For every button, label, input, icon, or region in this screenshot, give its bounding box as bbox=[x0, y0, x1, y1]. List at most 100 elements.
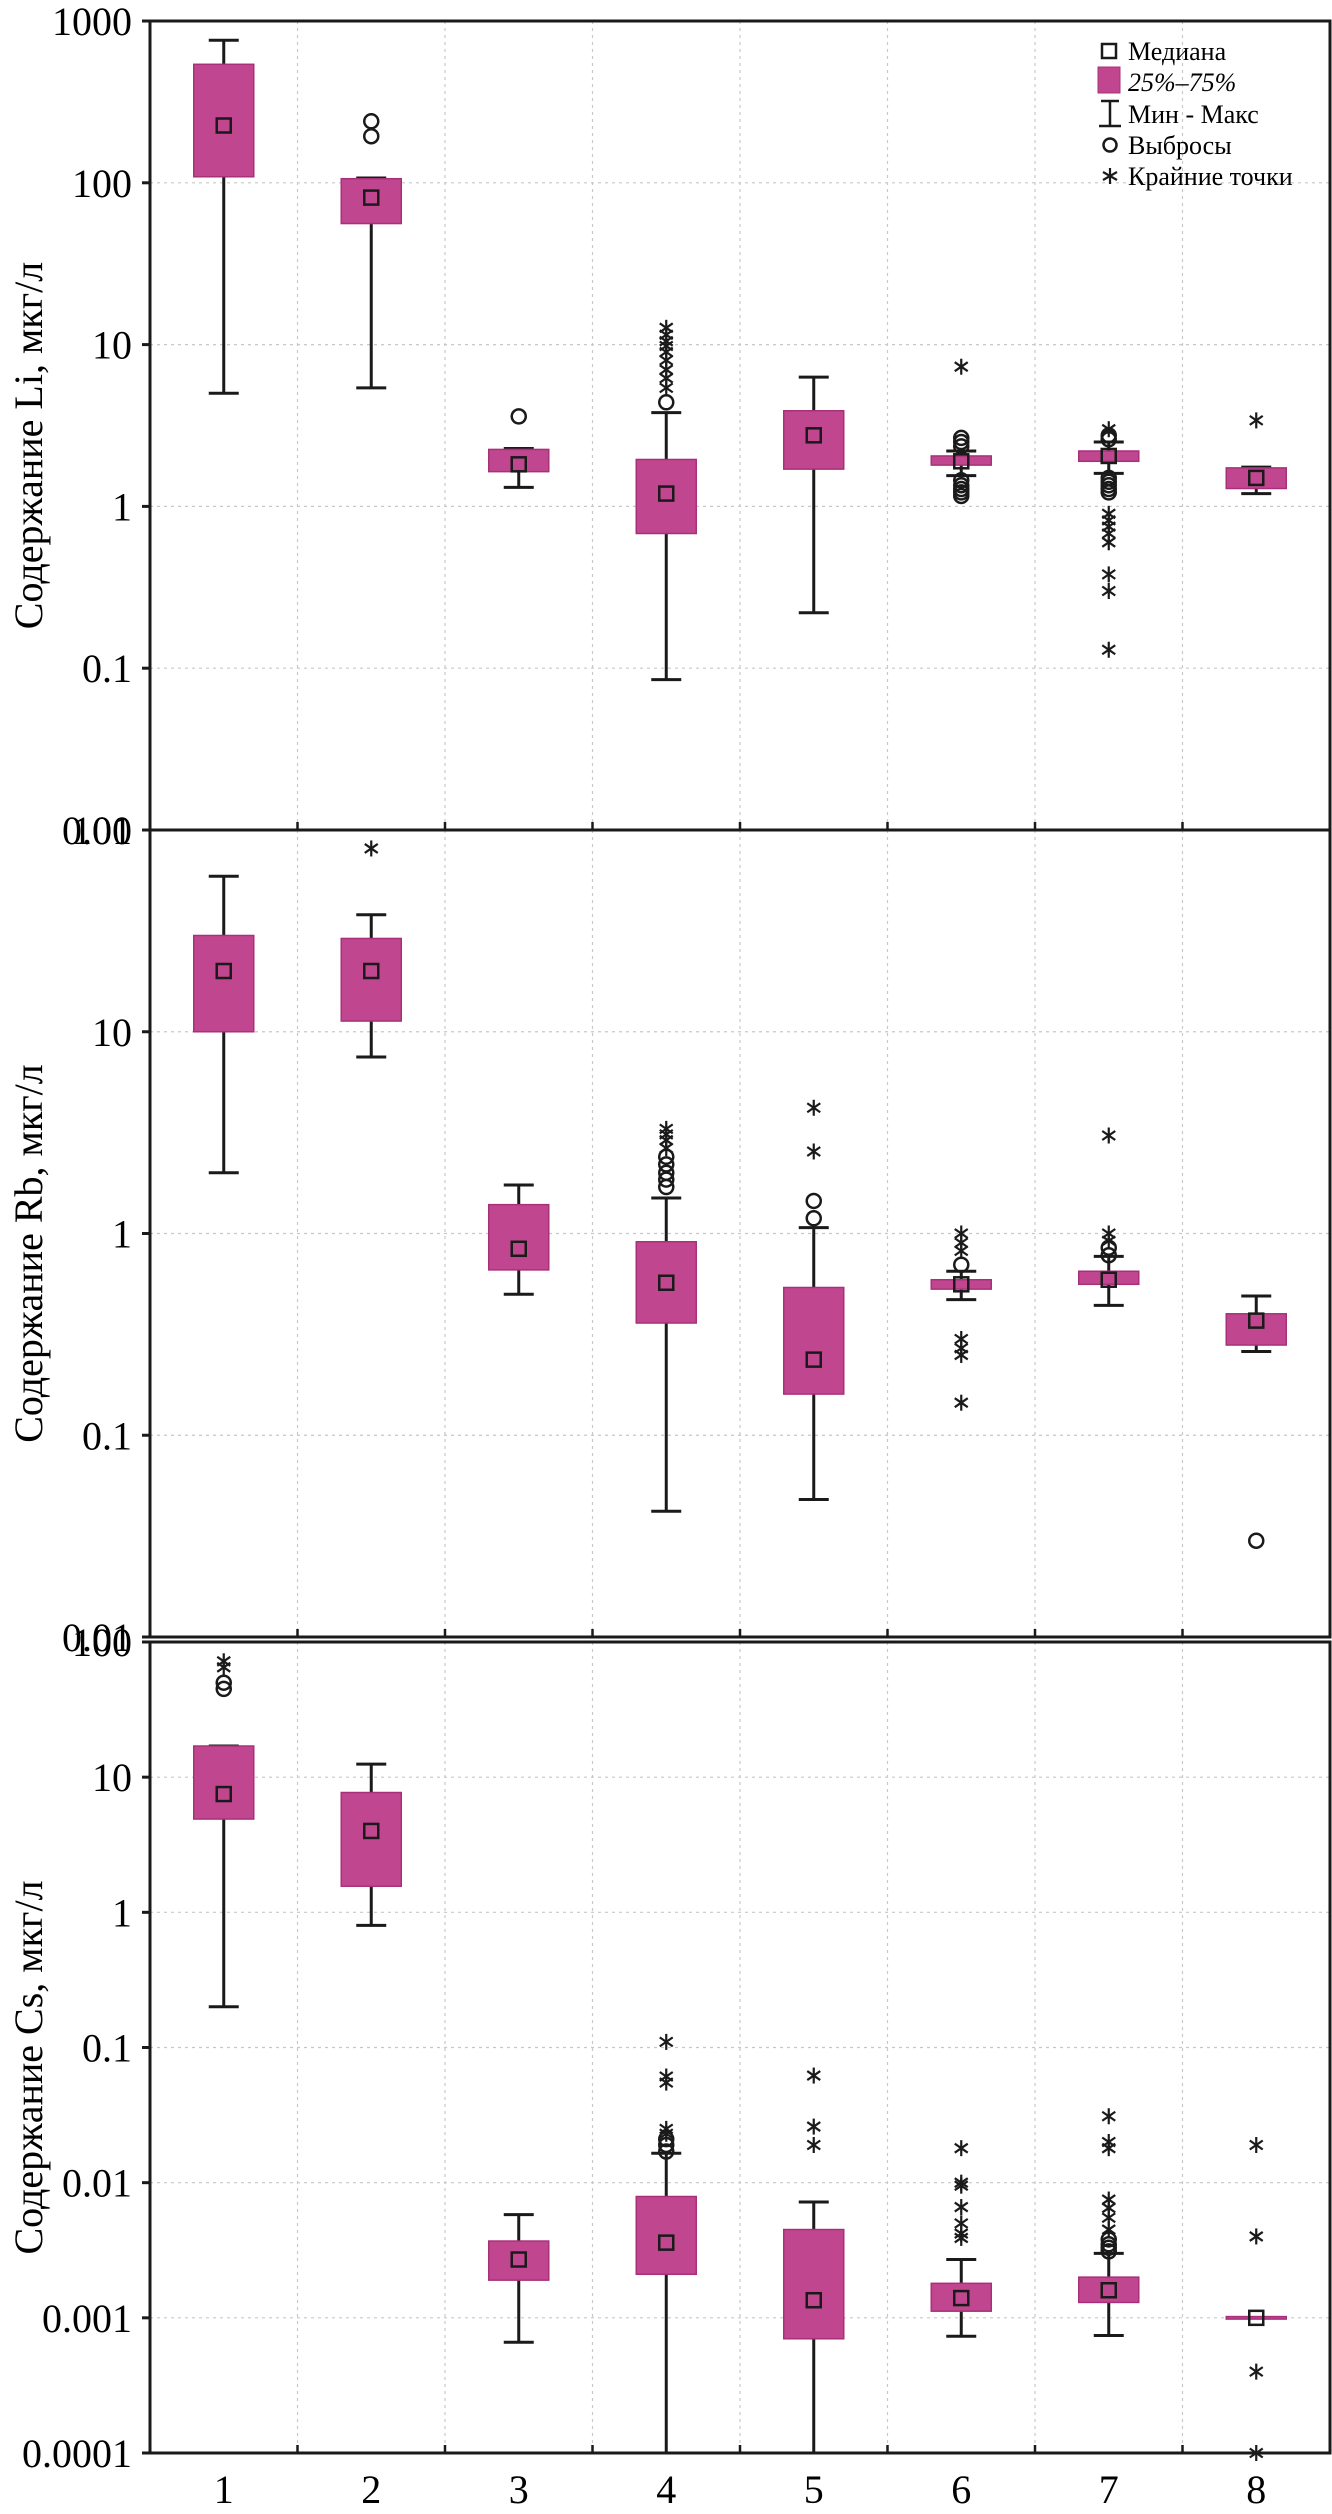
y-tick-label: 1 bbox=[112, 1212, 132, 1257]
asterisk-stroke bbox=[806, 2121, 821, 2132]
panel-2: 100 10 1 0.1 0.01 Содержание Rb, мкг/л bbox=[6, 808, 1332, 1660]
median-marker bbox=[658, 1274, 675, 1292]
y-tick-label: 0.1 bbox=[82, 2026, 132, 2071]
box-group-category-5 bbox=[783, 375, 845, 615]
asterisk-stroke bbox=[1101, 528, 1116, 539]
median-marker bbox=[953, 1276, 970, 1293]
outlier-point bbox=[805, 1210, 822, 1227]
extreme-point bbox=[1101, 641, 1116, 658]
extreme-point bbox=[806, 1099, 821, 1116]
x-category-label: 1 bbox=[214, 2467, 234, 2512]
median-marker bbox=[1248, 2309, 1265, 2327]
extreme-point bbox=[954, 2174, 969, 2191]
box-group-category-3 bbox=[488, 2213, 550, 2344]
outlier-point bbox=[658, 2143, 675, 2160]
asterisk-stroke bbox=[1101, 644, 1116, 656]
iqr-box bbox=[488, 2240, 550, 2281]
asterisk-stroke bbox=[954, 2217, 969, 2229]
asterisk-stroke bbox=[806, 1146, 821, 1157]
asterisk-stroke bbox=[659, 354, 674, 366]
median-marker bbox=[658, 2234, 675, 2251]
y-tick-label: 0.01 bbox=[62, 2161, 132, 2206]
median-marker bbox=[1100, 447, 1117, 465]
box-group-category-2 bbox=[340, 1762, 402, 1927]
x-category-label: 6 bbox=[951, 2467, 971, 2512]
asterisk-stroke bbox=[659, 1123, 674, 1135]
iqr-box bbox=[340, 177, 402, 225]
outlier-point bbox=[658, 394, 675, 411]
outlier-point bbox=[215, 1674, 232, 1691]
extreme-point bbox=[954, 358, 969, 375]
panel-1: 1000 100 10 1 0.1 0.01 Содержание Li, мкг/л bbox=[6, 0, 1332, 853]
iqr-box bbox=[930, 455, 992, 466]
extreme-point bbox=[1101, 2108, 1116, 2125]
box-group-category-2 bbox=[340, 113, 402, 390]
outlier-point bbox=[363, 113, 380, 130]
plot-frame bbox=[148, 1640, 1332, 2455]
box-group-category-4 bbox=[635, 1120, 697, 1513]
iqr-box bbox=[783, 2228, 845, 2340]
box-group-category-1 bbox=[193, 1653, 255, 2009]
box-group-category-8 bbox=[1225, 412, 1287, 496]
extreme-point bbox=[659, 1120, 674, 1137]
asterisk-stroke bbox=[1101, 2136, 1116, 2148]
asterisk-stroke bbox=[1249, 2139, 1264, 2151]
extreme-point bbox=[806, 2067, 821, 2084]
asterisk-stroke bbox=[1101, 2110, 1116, 2122]
box-group-category-3 bbox=[488, 1183, 550, 1296]
asterisk-stroke bbox=[954, 2201, 969, 2213]
extreme-point bbox=[954, 2215, 969, 2232]
extreme-point bbox=[659, 319, 674, 336]
y-tick-label: 100 bbox=[72, 808, 132, 853]
box-group-category-8 bbox=[1225, 1294, 1287, 1549]
median-marker bbox=[510, 1240, 527, 1258]
asterisk-stroke bbox=[954, 1397, 969, 1409]
median-marker bbox=[363, 189, 380, 206]
extreme-point bbox=[1249, 2228, 1264, 2245]
outlier-point bbox=[953, 1256, 970, 1274]
extreme-point bbox=[659, 2033, 674, 2050]
box-group-category-8 bbox=[1225, 2136, 1287, 2461]
asterisk-stroke bbox=[1101, 568, 1116, 580]
asterisk-stroke bbox=[1101, 536, 1116, 548]
median-marker bbox=[215, 962, 232, 980]
iqr-box bbox=[1225, 467, 1287, 490]
extreme-point bbox=[1249, 2136, 1264, 2153]
box-group-category-7 bbox=[1078, 421, 1140, 658]
iqr-box bbox=[783, 1286, 845, 1395]
asterisk-stroke bbox=[1101, 2194, 1116, 2205]
median-marker bbox=[363, 962, 380, 980]
box-group-category-1 bbox=[193, 38, 255, 395]
plot-frame bbox=[148, 828, 1332, 1639]
median-marker bbox=[1100, 1271, 1117, 1288]
asterisk-stroke bbox=[1101, 2202, 1116, 2214]
asterisk-stroke bbox=[806, 1102, 821, 1114]
iqr-box-icon bbox=[1097, 66, 1121, 94]
asterisk-stroke bbox=[954, 361, 969, 373]
iqr-box bbox=[1078, 2276, 1140, 2304]
asterisk-stroke bbox=[216, 1655, 231, 1667]
x-category-label: 4 bbox=[656, 2467, 676, 2512]
extreme-point bbox=[1101, 1225, 1116, 1242]
panel-3: 100 10 1 0.1 0.01 0.001 0.0001 Содержание Cs, м… bbox=[6, 1620, 1332, 2476]
y-tick-label: 1 bbox=[112, 1890, 132, 1935]
y-tick-label: 100 bbox=[72, 1620, 132, 1665]
median-marker bbox=[805, 2291, 822, 2309]
legend-label-minmax: Мин - Макс bbox=[1128, 100, 1259, 129]
legend-item-minmax: Мин - Макс bbox=[1099, 99, 1259, 129]
legend-label-iqr: 25%–75% bbox=[1128, 68, 1236, 97]
asterisk-stroke bbox=[1101, 1228, 1116, 1239]
extreme-point bbox=[954, 1394, 969, 1411]
x-category-label: 3 bbox=[509, 2467, 529, 2512]
asterisk-stroke bbox=[659, 2071, 674, 2082]
iqr-box bbox=[783, 410, 845, 470]
median-marker bbox=[953, 2289, 970, 2307]
x-category-label: 5 bbox=[804, 2467, 824, 2512]
iqr-box bbox=[930, 2282, 992, 2312]
iqr-box bbox=[488, 448, 550, 473]
asterisk-stroke bbox=[1249, 2366, 1264, 2378]
asterisk-stroke bbox=[659, 372, 674, 384]
median-marker bbox=[805, 427, 822, 444]
y-axis-title: Содержание Cs, мкг/л bbox=[6, 1880, 51, 2254]
